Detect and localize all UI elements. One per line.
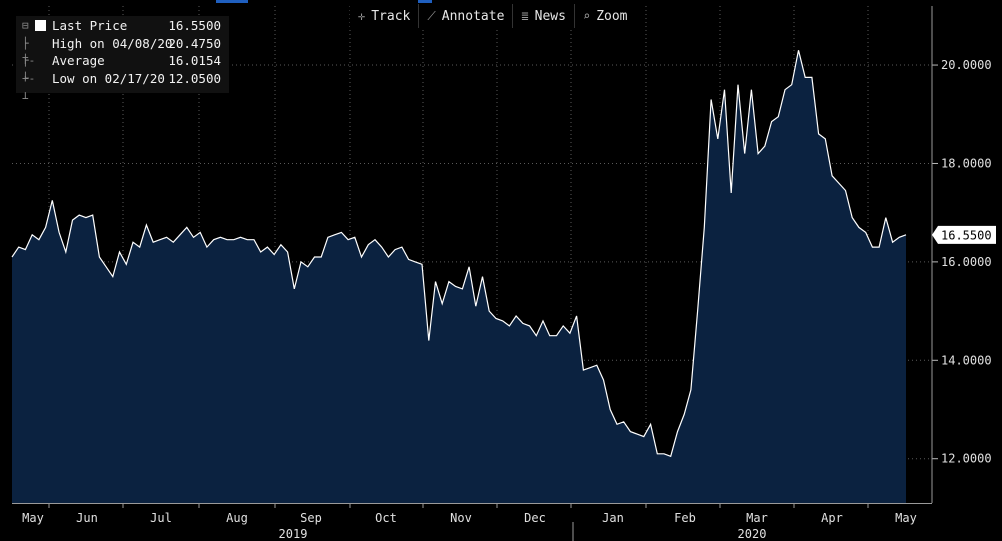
zoom-icon: ⌕	[582, 9, 591, 23]
legend-label: Low on 02/17/20	[52, 70, 165, 86]
track-label: Track	[371, 8, 411, 24]
x-tick-label: Feb	[674, 511, 696, 525]
tab-accent-left	[216, 0, 248, 3]
y-tick-label: 18.0000	[941, 156, 992, 170]
legend-value: 16.0154	[168, 53, 221, 68]
last-price-tag	[932, 225, 996, 244]
legend-value: 12.0500	[168, 70, 221, 86]
x-tick-label: Nov	[450, 511, 472, 525]
x-tick-label: Mar	[746, 511, 768, 525]
legend-row-last-price[interactable]: ⊟ Last Price 16.5500	[16, 17, 229, 35]
chart-marks: 16.5500	[932, 225, 996, 244]
average-marker-icon: ├-+-	[22, 54, 36, 85]
news-label: News	[534, 8, 566, 24]
price-area	[12, 50, 906, 504]
legend-label: Average	[52, 53, 105, 68]
legend-row-average[interactable]: ├-+- Average 16.0154	[16, 52, 229, 85]
x-tick-label: Sep	[300, 511, 322, 525]
tab-accent-right	[418, 0, 432, 3]
track-button[interactable]: ✛ Track	[350, 4, 420, 28]
low-marker-icon: └ ⊥	[22, 71, 29, 103]
x-tick-label: Aug	[226, 511, 248, 525]
x-tick-label: Apr	[821, 511, 843, 525]
legend-value: 16.5500	[168, 18, 221, 33]
x-tick-label: Oct	[375, 511, 397, 525]
x-tick-label: Dec	[524, 511, 546, 525]
news-icon: ≣	[521, 9, 529, 23]
legend-label: High on 04/08/20	[52, 35, 173, 51]
legend-row-high[interactable]: ├ ⊤ High on 04/08/20 20.4750	[16, 35, 229, 68]
annotate-button[interactable]: ⟋ Annotate	[419, 4, 514, 28]
x-tick-label: May	[22, 511, 44, 525]
legend-row-low[interactable]: └ ⊥ Low on 02/17/20 12.0500	[16, 70, 229, 103]
x-tick-label: Jan	[602, 511, 624, 525]
zoom-label: Zoom	[596, 8, 628, 24]
annotate-label: Annotate	[441, 8, 505, 24]
x-tick-label: Jul	[150, 511, 172, 525]
legend-value: 20.4750	[168, 35, 221, 51]
year-label: 2019	[279, 527, 308, 541]
y-tick-label: 12.0000	[941, 452, 992, 466]
collapse-icon[interactable]: ⊟	[22, 19, 29, 32]
chart-axes: 12.0000 14.0000 16.0000 18.0000 20.0000 May Ju…	[12, 6, 992, 541]
x-tick-label: Jun	[76, 511, 98, 525]
high-marker-icon: ├ ⊤	[22, 36, 29, 68]
x-tick-label: May	[895, 511, 917, 525]
track-icon: ✛	[358, 9, 366, 23]
zoom-button[interactable]: ⌕ Zoom	[575, 4, 636, 28]
annotate-icon: ⟋	[427, 8, 436, 23]
y-tick-label: 20.0000	[941, 58, 992, 72]
y-tick-label: 16.0000	[941, 255, 992, 269]
chart-legend: ⊟ Last Price 16.5500 ├ ⊤ High on 04/08/2…	[16, 16, 229, 103]
legend-label: Last Price	[52, 18, 128, 33]
chart-toolbar: ✛ Track ⟋ Annotate ≣ News ⌕ Zoom	[350, 4, 636, 28]
y-tick-label: 14.0000	[941, 353, 992, 367]
price-line	[11, 50, 907, 458]
year-label: 2020	[738, 527, 767, 541]
last-price-label: 16.5500	[941, 228, 992, 242]
news-button[interactable]: ≣ News	[513, 4, 575, 28]
last-price-swatch	[35, 20, 46, 31]
